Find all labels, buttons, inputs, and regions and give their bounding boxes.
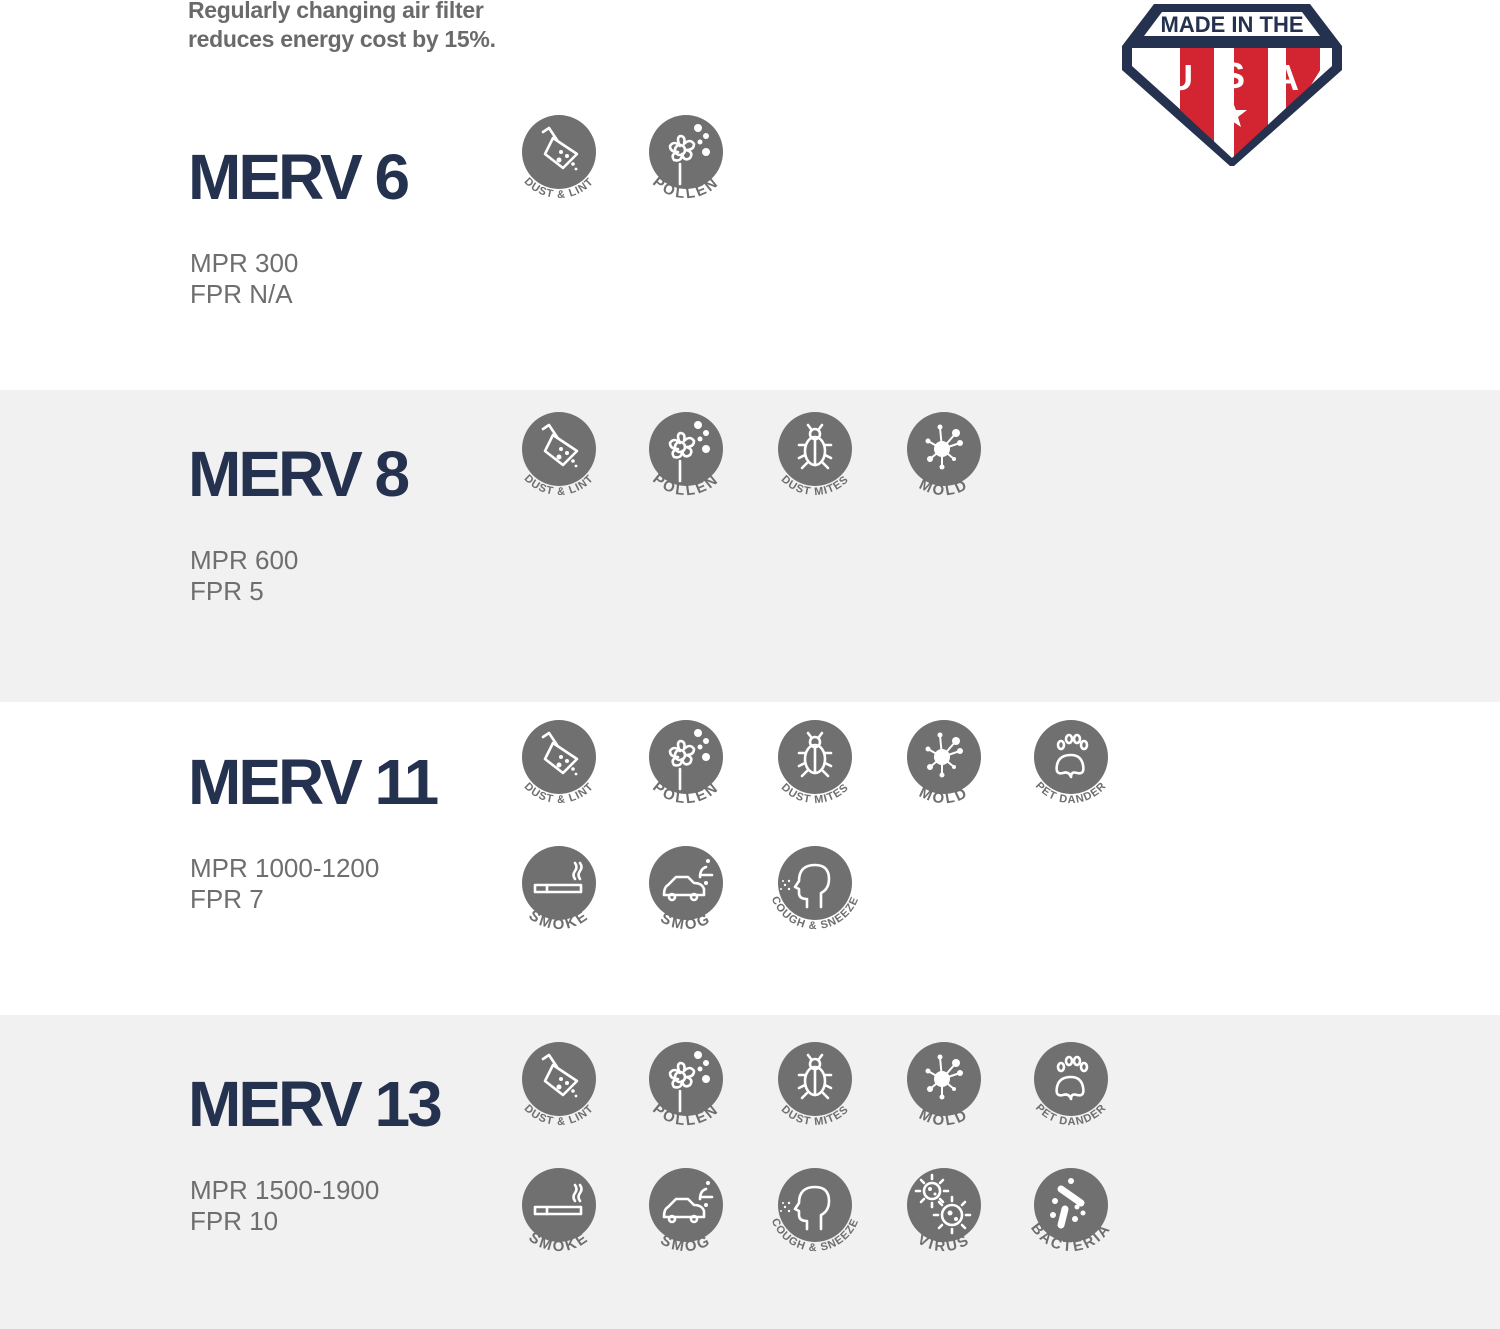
badge-letter-s: S: [1221, 55, 1245, 96]
section-merv-8: MERV 8 MPR 600 FPR 5 DUST & LINT POLLEN: [0, 390, 1500, 702]
fpr-rating: FPR 5: [190, 576, 264, 606]
smog-icon: [649, 846, 723, 920]
smog-icon: [649, 1168, 723, 1242]
merv-rating-title: MERV 8: [188, 438, 410, 510]
pet-dander-badge: PET DANDER: [1021, 1033, 1121, 1133]
dust-mites-badge: DUST MITES: [765, 403, 865, 503]
mpr-rating: MPR 1000-1200: [190, 853, 380, 883]
pollen-icon: [649, 115, 723, 189]
dust-lint-badge: DUST & LINT: [509, 106, 609, 206]
pet-dander-icon: [1034, 720, 1108, 794]
bacteria-badge: BACTERIA: [1021, 1159, 1121, 1259]
merv-rating-title: MERV 13: [188, 1068, 443, 1140]
smoke-badge: SMOKE: [509, 1159, 609, 1259]
cough-sneeze-icon: [778, 1168, 852, 1242]
dust-lint-icon: [522, 115, 596, 189]
dust-lint-icon: [522, 412, 596, 486]
mold-icon: [907, 1042, 981, 1116]
pet-dander-icon: [1034, 1042, 1108, 1116]
badge-letter-a: A: [1273, 57, 1299, 98]
dust-mites-icon: [778, 1042, 852, 1116]
smog-label: SMOG: [658, 910, 715, 934]
virus-icon: [907, 1168, 981, 1242]
pollen-icon: [649, 412, 723, 486]
rating-specs: MPR 300 FPR N/A: [190, 248, 298, 310]
mold-icon: [907, 720, 981, 794]
mold-label: MOLD: [917, 784, 972, 808]
pollen-badge: POLLEN: [636, 711, 736, 811]
virus-badge: VIRUS: [894, 1159, 994, 1259]
mpr-rating: MPR 600: [190, 545, 299, 575]
tagline-line-2: reduces energy cost by 15%.: [188, 26, 496, 52]
mpr-rating: MPR 300: [190, 248, 299, 278]
made-in-usa-badge: MADE IN THE U S A: [1116, 0, 1348, 170]
mold-badge: MOLD: [894, 711, 994, 811]
mold-icon: [907, 412, 981, 486]
dust-mites-icon: [778, 720, 852, 794]
pet-dander-badge: PET DANDER: [1021, 711, 1121, 811]
mpr-rating: MPR 1500-1900: [190, 1175, 380, 1205]
cough-sneeze-badge: COUGH & SNEEZE: [765, 1159, 865, 1259]
smoke-icon: [522, 846, 596, 920]
dust-lint-badge: DUST & LINT: [509, 403, 609, 503]
fpr-rating: FPR 10: [190, 1206, 279, 1236]
dust-mites-badge: DUST MITES: [765, 711, 865, 811]
dust-lint-badge: DUST & LINT: [509, 1033, 609, 1133]
smog-badge: SMOG: [636, 837, 736, 937]
mold-badge: MOLD: [894, 403, 994, 503]
rating-specs: MPR 1500-1900 FPR 10: [190, 1175, 379, 1237]
dust-lint-badge: DUST & LINT: [509, 711, 609, 811]
star-icon: [1217, 100, 1247, 127]
tagline-line-1: Regularly changing air filter: [188, 0, 484, 23]
mold-label: MOLD: [917, 476, 972, 500]
tagline: Regularly changing air filter reduces en…: [188, 0, 496, 54]
badge-letter-u: U: [1167, 57, 1193, 98]
cough-sneeze-badge: COUGH & SNEEZE: [765, 837, 865, 937]
mold-label: MOLD: [917, 1106, 972, 1130]
rating-specs: MPR 1000-1200 FPR 7: [190, 853, 379, 915]
rating-specs: MPR 600 FPR 5: [190, 545, 298, 607]
fpr-rating: FPR 7: [190, 884, 264, 914]
merv-rating-title: MERV 6: [188, 141, 410, 213]
smog-label: SMOG: [658, 1232, 715, 1256]
pollen-icon: [649, 1042, 723, 1116]
dust-mites-badge: DUST MITES: [765, 1033, 865, 1133]
smoke-badge: SMOKE: [509, 837, 609, 937]
dust-lint-icon: [522, 720, 596, 794]
cough-sneeze-icon: [778, 846, 852, 920]
dust-lint-icon: [522, 1042, 596, 1116]
smog-badge: SMOG: [636, 1159, 736, 1259]
bacteria-icon: [1034, 1168, 1108, 1242]
pollen-badge: POLLEN: [636, 403, 736, 503]
mold-badge: MOLD: [894, 1033, 994, 1133]
pollen-badge: POLLEN: [636, 106, 736, 206]
fpr-rating: FPR N/A: [190, 279, 293, 309]
merv-rating-title: MERV 11: [188, 746, 439, 818]
dust-mites-icon: [778, 412, 852, 486]
section-merv-11: MERV 11 MPR 1000-1200 FPR 7 DUST & LINT …: [0, 702, 1500, 1015]
pollen-badge: POLLEN: [636, 1033, 736, 1133]
badge-top-text: MADE IN THE: [1161, 12, 1304, 37]
smoke-icon: [522, 1168, 596, 1242]
section-merv-13: MERV 13 MPR 1500-1900 FPR 10 DUST & LINT…: [0, 1015, 1500, 1329]
pollen-icon: [649, 720, 723, 794]
